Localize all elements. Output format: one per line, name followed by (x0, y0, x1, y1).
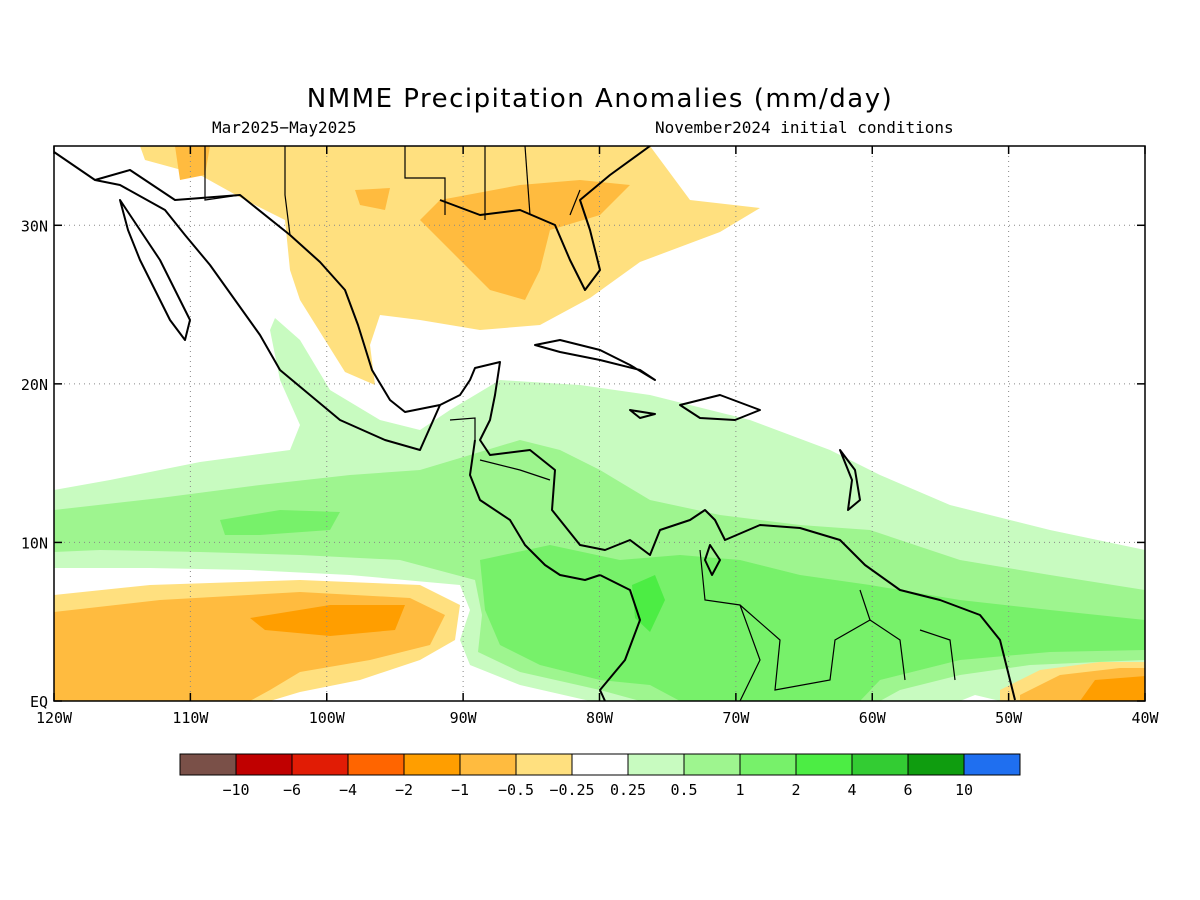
anomaly-field (54, 146, 1145, 701)
lon-tick-label: 120W (36, 709, 73, 727)
legend-swatch (907, 753, 965, 776)
map-title: NMME Precipitation Anomalies (mm/day) (306, 84, 894, 114)
grid-lines (54, 146, 1145, 701)
lon-tick-label: 110W (172, 709, 209, 727)
legend-label: 0.5 (670, 781, 697, 799)
legend-swatch (963, 753, 1021, 776)
legend-label: −4 (339, 781, 357, 799)
lon-tick-label: 90W (450, 709, 478, 727)
legend-label: −0.25 (549, 781, 594, 799)
lat-tick-label: EQ (30, 693, 48, 711)
color-legend (179, 753, 1021, 776)
coastlines (54, 146, 1016, 701)
legend-label: −0.5 (498, 781, 534, 799)
legend-label: 6 (903, 781, 912, 799)
lat-tick-label: 30N (21, 217, 48, 235)
legend-swatch (515, 753, 573, 776)
legend-swatch (795, 753, 853, 776)
lon-tick-label: 70W (722, 709, 750, 727)
legend-swatch (235, 753, 293, 776)
country-borders (204, 146, 956, 701)
legend-swatch (627, 753, 685, 776)
longitude-labels: 120W 110W 100W 90W 80W 70W 60W 50W 40W (36, 709, 1160, 727)
dry-region-sonora (175, 146, 210, 180)
legend-label: 4 (847, 781, 856, 799)
legend-swatch (459, 753, 517, 776)
lon-tick-label: 60W (859, 709, 887, 727)
lon-tick-label: 100W (309, 709, 346, 727)
legend-swatch (571, 753, 629, 776)
legend-swatch (347, 753, 405, 776)
legend-swatch (179, 753, 237, 776)
dry-region-texas (355, 188, 390, 210)
legend-swatch (851, 753, 909, 776)
legend-label: −6 (283, 781, 301, 799)
axis-ticks (53, 146, 1146, 702)
lon-tick-label: 40W (1131, 709, 1159, 727)
dry-region-pacific-core (250, 605, 405, 636)
dry-region-gulf-inner (420, 180, 630, 300)
legend-label: 1 (735, 781, 744, 799)
lat-tick-label: 20N (21, 376, 48, 394)
lat-tick-label: 10N (21, 534, 48, 552)
legend-swatch (739, 753, 797, 776)
legend-swatch (403, 753, 461, 776)
legend-label: 2 (791, 781, 800, 799)
wet-core-pacific (220, 510, 340, 535)
forecast-period: Mar2025−May2025 (212, 118, 357, 137)
legend-label: −1 (451, 781, 469, 799)
color-legend-labels: −10 −6 −4 −2 −1 −0.5 −0.25 0.25 0.5 1 2 4 6 10 (222, 781, 973, 799)
lon-tick-label: 80W (586, 709, 614, 727)
dry-region-atlantic-max (1080, 676, 1145, 701)
latitude-labels: EQ 10N 20N 30N (21, 217, 48, 711)
lon-tick-label: 50W (995, 709, 1023, 727)
legend-label: 10 (955, 781, 973, 799)
legend-label: −10 (222, 781, 249, 799)
initial-conditions: November2024 initial conditions (655, 118, 954, 137)
legend-swatch (291, 753, 349, 776)
legend-label: −2 (395, 781, 413, 799)
legend-swatch (683, 753, 741, 776)
legend-label: 0.25 (610, 781, 646, 799)
